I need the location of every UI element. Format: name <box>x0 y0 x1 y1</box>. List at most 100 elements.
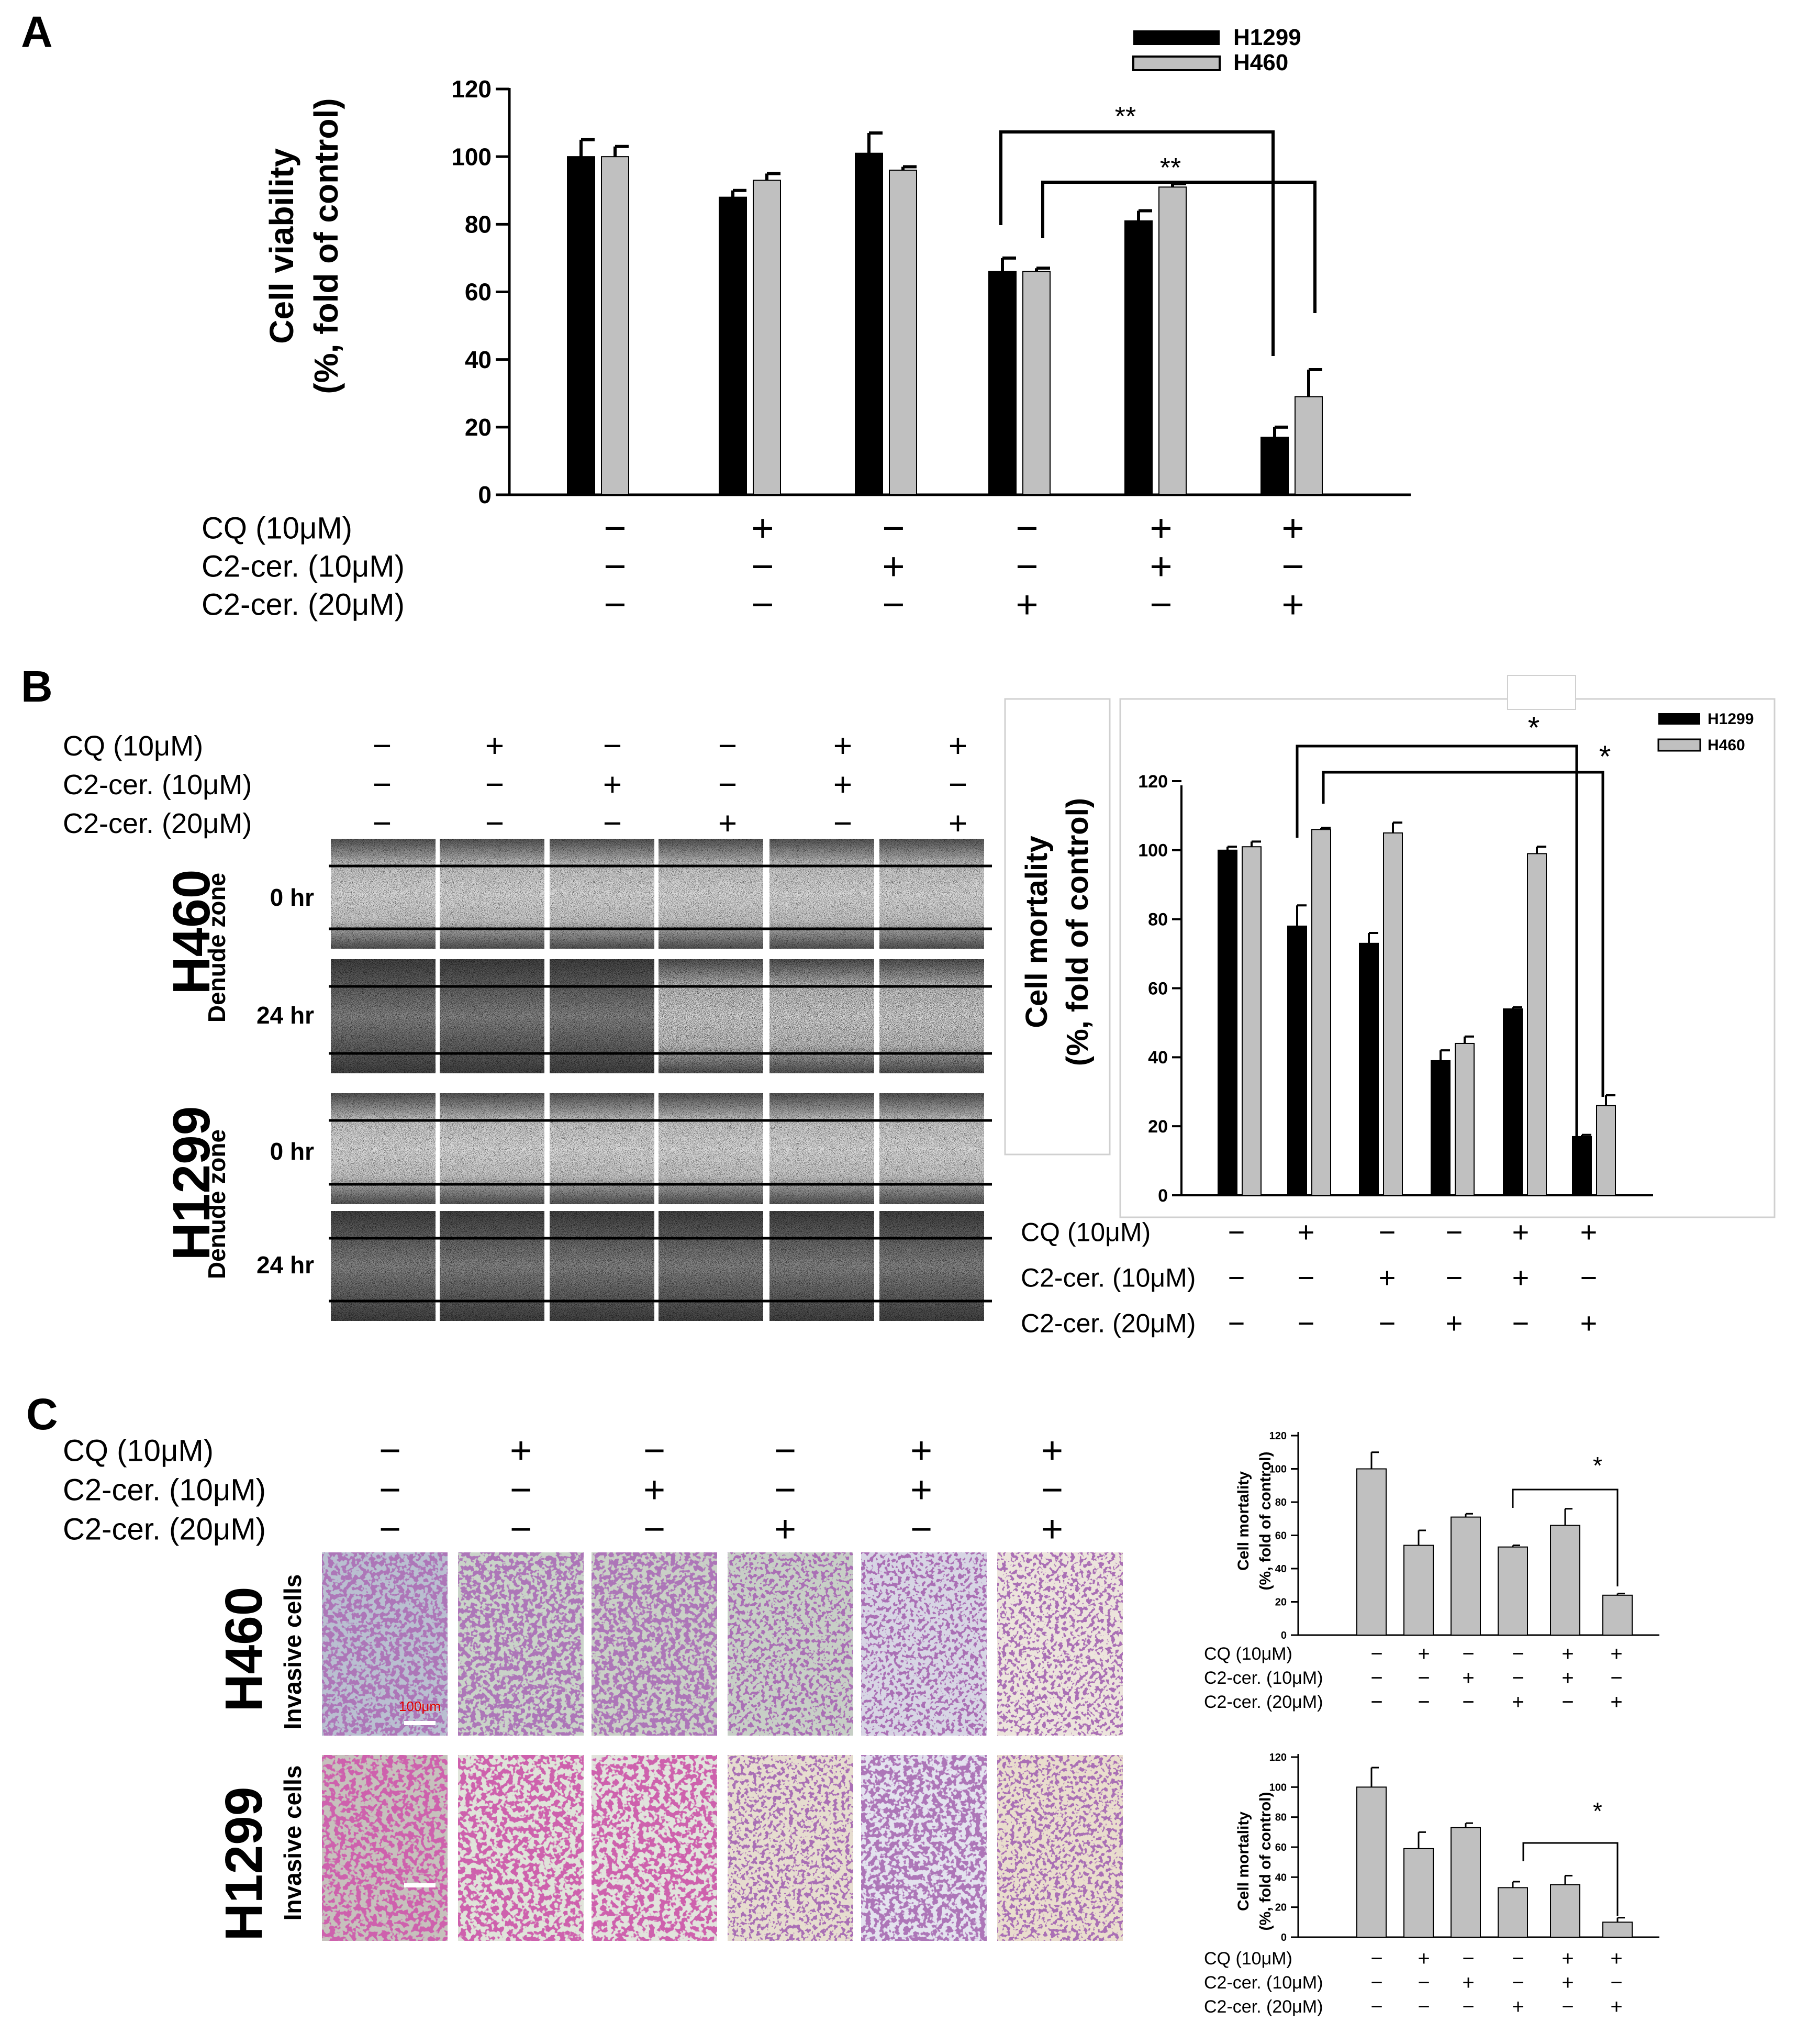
treatment-sign: − <box>882 506 905 550</box>
y-tick-label: 60 <box>465 279 492 306</box>
treatment-sign: + <box>603 767 622 803</box>
bar <box>1260 437 1289 495</box>
cell-line-label-h460: H460 <box>215 1586 273 1712</box>
treatment-sign: − <box>751 583 774 626</box>
y-tick-label: 40 <box>1275 1872 1287 1883</box>
bar <box>1451 1827 1481 1938</box>
bar <box>1218 849 1237 1196</box>
y-tick-label: 20 <box>465 414 492 441</box>
invasive-cells-h460 <box>322 1552 448 1736</box>
bar <box>1311 829 1331 1196</box>
bar <box>1602 1594 1633 1636</box>
sig-bracket-1 <box>999 130 1275 356</box>
treatment-sign: − <box>485 767 504 803</box>
legend-swatch-h1299 <box>1133 30 1220 45</box>
y-tick-label: 20 <box>1148 1117 1168 1137</box>
treatment-sign: − <box>1462 1947 1474 1970</box>
treatment-sign: + <box>910 1430 932 1472</box>
treatment-sign: − <box>1281 545 1304 588</box>
invasive-cells-h460 <box>592 1552 717 1736</box>
treatment-sign: − <box>1016 506 1038 550</box>
bar <box>1356 1468 1387 1636</box>
treatment-sign: − <box>379 1508 401 1550</box>
y-axis-label-line1: Cell mortality <box>1020 836 1054 1028</box>
treatment-sign: + <box>718 806 737 842</box>
treatment-label: CQ (10μM) <box>1204 1644 1292 1664</box>
treatment-sign: − <box>751 545 774 588</box>
treatment-sign: + <box>833 728 852 764</box>
bar <box>1550 1884 1580 1938</box>
wound-cells <box>659 959 763 1073</box>
wound-cells <box>440 839 544 949</box>
bar <box>1287 925 1307 1196</box>
wound-cells <box>440 1211 544 1321</box>
treatment-sign: − <box>1561 1691 1574 1714</box>
wound-cells <box>659 1211 763 1321</box>
y-tick-label: 60 <box>1148 979 1168 998</box>
invasive-cells-h1299 <box>322 1755 448 1941</box>
treatment-sign: − <box>1418 1667 1430 1690</box>
wound-cells <box>659 839 763 949</box>
treatment-sign: − <box>718 767 737 803</box>
treatment-sign: − <box>774 1469 796 1511</box>
zone-label-h460: Denude zone <box>203 873 230 1023</box>
panel-c-image-treatment-table: CQ (10μM) − + − − + +C2-cer. (10μM) − − + − + −C2-ce… <box>63 1430 1063 1550</box>
y-tick-label: 100 <box>1269 1464 1287 1475</box>
sig-bracket-2 <box>1041 181 1317 313</box>
panel-a-chart: 0 20 40 60 80 100 120 <box>451 75 1411 508</box>
sig-bracket <box>1522 1842 1619 1916</box>
sig-marker-1: * <box>1528 711 1540 745</box>
y-axis-label-line1: Cell mortality <box>1235 1812 1252 1911</box>
treatment-sign: − <box>1379 1216 1396 1249</box>
y-tick-label: 60 <box>1275 1530 1287 1542</box>
panel-label-a: A <box>21 7 53 57</box>
bar <box>1498 1546 1528 1636</box>
treatment-sign: + <box>1610 1642 1622 1665</box>
zone-label-h1299: Denude zone <box>203 1129 230 1279</box>
treatment-sign: − <box>1370 1642 1382 1665</box>
treatment-sign: + <box>1150 506 1172 550</box>
sig-bracket <box>1512 1488 1619 1586</box>
wound-cells <box>769 1211 874 1321</box>
treatment-sign: − <box>643 1508 665 1550</box>
treatment-sign: − <box>833 806 852 842</box>
y-tick-label: 120 <box>1269 1430 1287 1442</box>
treatment-sign: + <box>1379 1261 1396 1294</box>
treatment-sign: − <box>1610 1971 1622 1994</box>
y-axis-label-line2: (%, fold of control) <box>1257 1792 1274 1931</box>
bar <box>1158 186 1187 495</box>
treatment-sign: − <box>373 806 392 842</box>
treatment-sign: + <box>1580 1216 1598 1249</box>
panel-b-image-treatment-table: CQ (10μM) − + − − + +C2-cer. (10μM) − − + − + −C2-ce… <box>63 728 967 842</box>
treatment-sign: + <box>1016 583 1038 626</box>
panel-b-ylabel: Cell mortality (%, fold of control) <box>1020 798 1095 1066</box>
invasive-cells-h1299 <box>997 1755 1123 1941</box>
y-axis-label-line2: (%, fold of control) <box>1257 1452 1274 1591</box>
panel-a-treatment-table: CQ (10μM) − + − − + +C2-cer. (10μM) − − + − + −C2-ce… <box>202 506 1304 626</box>
bar <box>1022 271 1051 495</box>
invasive-cells-h460 <box>861 1552 987 1736</box>
treatment-sign: + <box>643 1469 665 1511</box>
treatment-sign: + <box>1512 1261 1530 1294</box>
treatment-label: C2-cer. (10μM) <box>63 769 252 801</box>
panel-a-significance: ** ** <box>999 102 1317 356</box>
y-tick-label: 0 <box>478 481 492 508</box>
bar <box>1431 1060 1451 1196</box>
treatment-sign: − <box>603 728 622 764</box>
bar <box>567 156 595 495</box>
treatment-sign: + <box>1281 506 1304 550</box>
panel-c-h460-treatment-table: CQ (10μM) − + − − + +C2-cer. (10μM) − − + − + −C2-ce… <box>1204 1642 1623 1714</box>
cell-line-label-h460: H460 <box>162 869 221 994</box>
y-tick-label: 20 <box>1275 1902 1287 1914</box>
scale-bar-h1299 <box>404 1883 436 1887</box>
treatment-sign: − <box>1228 1216 1245 1249</box>
treatment-sign: − <box>1512 1947 1524 1970</box>
treatment-sign: + <box>833 767 852 803</box>
treatment-label: C2-cer. (20μM) <box>1204 1692 1323 1712</box>
y-tick-label: 80 <box>1275 1812 1287 1824</box>
wound-cells <box>331 839 436 949</box>
bar <box>753 180 781 495</box>
treatment-label: CQ (10μM) <box>1204 1949 1292 1969</box>
bar <box>1451 1516 1481 1636</box>
treatment-sign: − <box>1610 1667 1622 1690</box>
